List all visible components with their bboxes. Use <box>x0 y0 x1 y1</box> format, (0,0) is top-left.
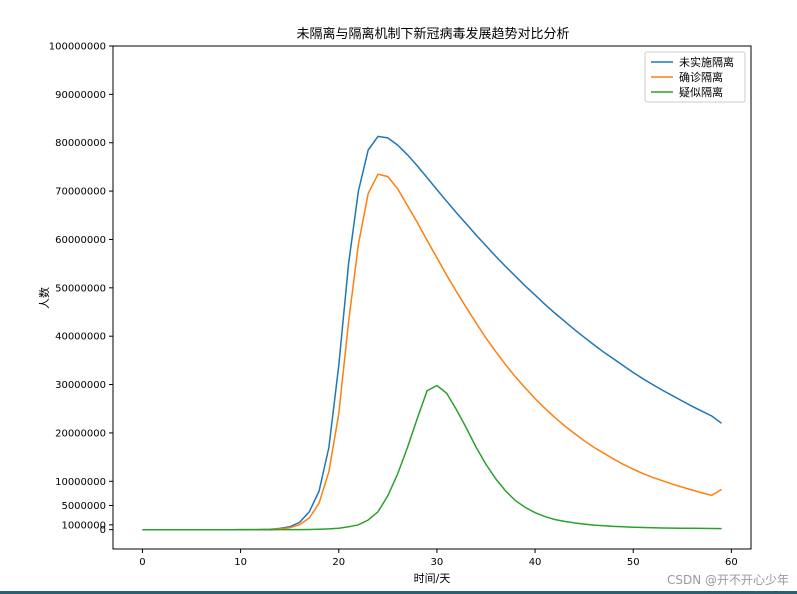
x-tick-label: 0 <box>139 557 145 568</box>
y-tick-label: 5000000 <box>61 501 106 512</box>
y-tick-label: 50000000 <box>55 283 106 294</box>
series-line-1 <box>142 173 722 531</box>
y-tick-label: 100000000 <box>49 42 106 53</box>
x-tick-label: 10 <box>234 557 247 568</box>
y-tick-label: 70000000 <box>55 187 106 198</box>
y-tick-label: 20000000 <box>55 428 106 439</box>
x-tick-label: 50 <box>627 557 640 568</box>
x-axis-label: 时间/天 <box>414 572 451 585</box>
y-tick-label: 10000000 <box>55 477 106 488</box>
x-tick-label: 40 <box>529 557 542 568</box>
y-tick-label: 0 <box>100 525 106 536</box>
y-tick-label: 30000000 <box>55 380 106 391</box>
axes-frame <box>112 45 752 550</box>
y-tick-label: 60000000 <box>55 235 106 246</box>
legend-label-0: 未实施隔离 <box>679 55 734 69</box>
y-tick-label: 80000000 <box>55 138 106 149</box>
legend-box <box>644 51 746 103</box>
series-line-0 <box>142 135 723 531</box>
series-line-2 <box>142 384 722 531</box>
y-tick-label: 90000000 <box>55 90 106 101</box>
plot-area <box>142 135 723 531</box>
y-tick-label: 40000000 <box>55 332 106 343</box>
legend-label-1: 确诊隔离 <box>679 70 723 84</box>
watermark: CSDN @开不开心少年 <box>666 573 789 587</box>
legend-label-2: 疑似隔离 <box>679 85 723 99</box>
x-tick-label: 60 <box>725 557 738 568</box>
y-axis-label: 人数 <box>38 287 51 309</box>
bottom-bar <box>0 591 797 594</box>
x-tick-label: 20 <box>332 557 345 568</box>
y-tick-label: 1000000 <box>61 520 106 531</box>
x-tick-label: 30 <box>431 557 444 568</box>
chart-title: 未隔离与隔离机制下新冠病毒发展趋势对比分析 <box>296 26 569 42</box>
ticks: 0 10 20 30 40 50 60010000005000000100000002000… <box>49 42 738 569</box>
